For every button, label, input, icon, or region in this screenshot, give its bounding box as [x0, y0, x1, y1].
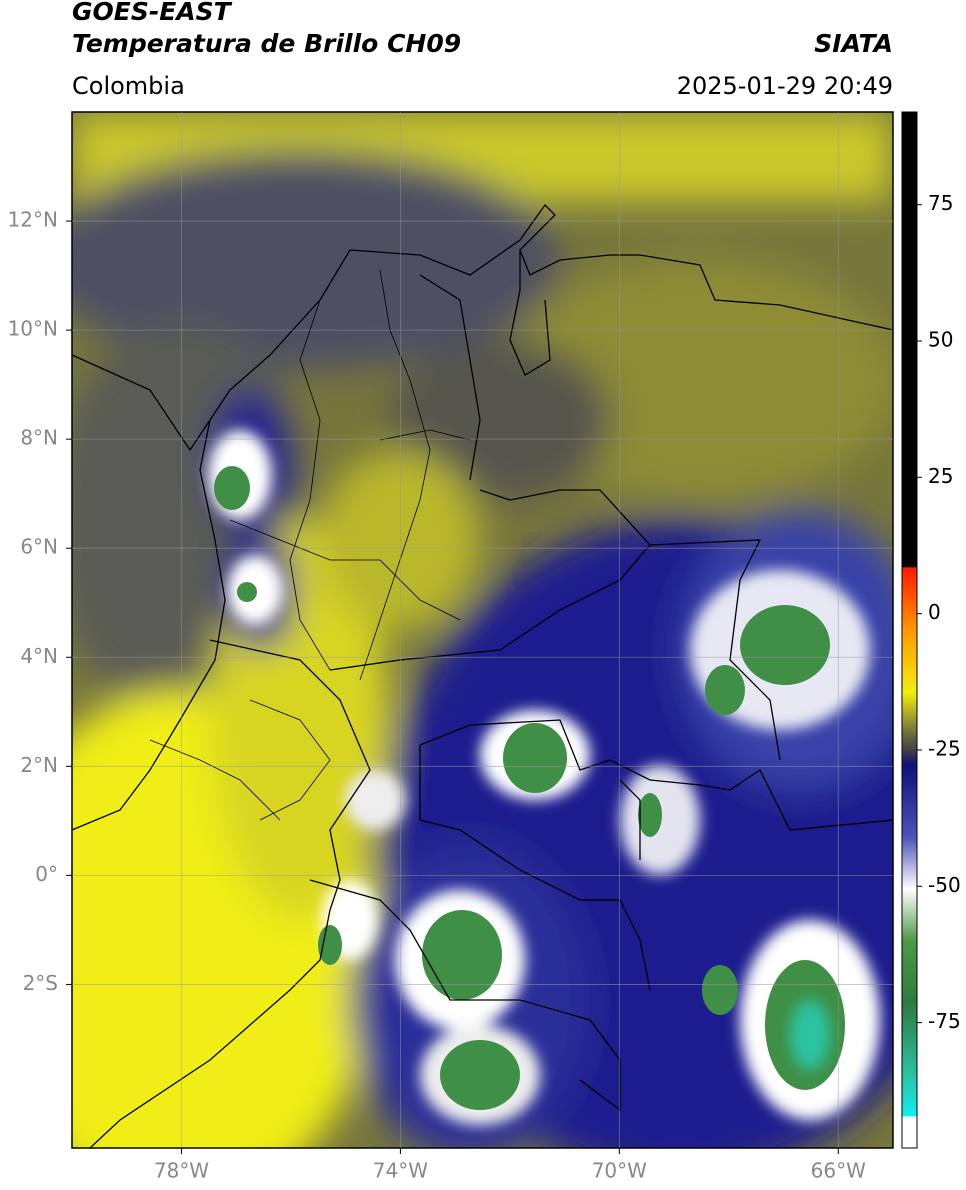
- source: SIATA: [814, 29, 893, 58]
- colorbar-tick-label: -25: [928, 736, 961, 760]
- lat-tick-label: 8°N: [20, 426, 58, 450]
- colorbar-tick-label: 75: [928, 191, 953, 215]
- lon-tick-label: 66°W: [811, 1159, 866, 1183]
- region: Colombia: [72, 72, 185, 100]
- satellite-image: [72, 112, 893, 1148]
- colorbar-tick-label: 25: [928, 464, 953, 488]
- lon-tick-label: 78°W: [154, 1159, 209, 1183]
- colorbar-tick-label: 50: [928, 328, 953, 352]
- subtitle: Temperatura de Brillo CH09: [72, 29, 461, 58]
- lat-tick-label: 0°: [35, 862, 58, 886]
- lat-tick-label: 6°N: [20, 535, 58, 559]
- colorbar: [901, 111, 918, 1149]
- timestamp: 2025-01-29 20:49: [677, 72, 893, 100]
- lon-tick-label: 70°W: [592, 1159, 647, 1183]
- lat-tick-label: 12°N: [8, 208, 58, 232]
- map-frame: [71, 111, 894, 1149]
- lat-tick-label: 10°N: [8, 317, 58, 341]
- colorbar-tick-label: -50: [928, 873, 961, 897]
- colorbar-tick-label: 0: [928, 600, 941, 624]
- colorbar-tick-label: -75: [928, 1009, 961, 1033]
- lat-tick-label: 4°N: [20, 644, 58, 668]
- title: GOES-EAST: [72, 0, 233, 26]
- lon-tick-label: 74°W: [373, 1159, 428, 1183]
- lat-tick-label: 2°S: [23, 971, 58, 995]
- lat-tick-label: 2°N: [20, 753, 58, 777]
